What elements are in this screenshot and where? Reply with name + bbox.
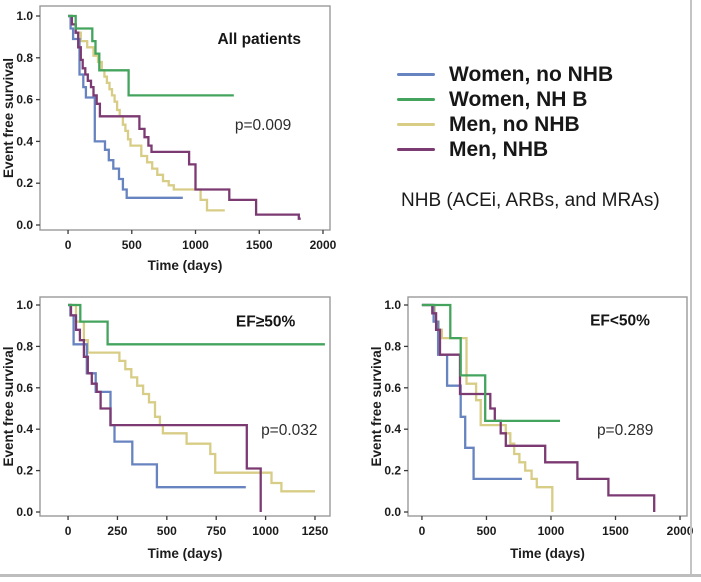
series-women_no_nhb — [421, 303, 522, 481]
x-tick-label: 500 — [476, 524, 496, 538]
y-tick-label: 0.8 — [384, 339, 401, 353]
p-value-label: p=0.289 — [597, 422, 653, 439]
series-men_nhb — [421, 303, 656, 512]
y-tick-label: 0.0 — [16, 505, 33, 519]
x-tick-label: 1000 — [182, 238, 209, 252]
x-tick-label: 1250 — [302, 524, 329, 538]
chart-title: EF≥50% — [236, 314, 296, 331]
x-axis-title: Time (days) — [148, 258, 223, 273]
x-tick-label: 750 — [206, 524, 226, 538]
legend-item-label: Men, NHB — [449, 137, 549, 161]
legend-item-label: Women, NH B — [449, 87, 588, 111]
series-men_no_nhb — [68, 14, 225, 212]
y-axis-title: Event free survival — [369, 346, 384, 466]
x-tick-label: 500 — [122, 238, 142, 252]
y-axis-title: Event free survival — [1, 346, 16, 466]
series-men_nhb — [68, 14, 301, 220]
series-women_nhb — [421, 303, 560, 423]
series-women_no_nhb — [68, 303, 246, 489]
y-tick-label: 1.0 — [16, 9, 33, 23]
y-tick-label: 1.0 — [384, 298, 401, 312]
legend-item: Men, NHB — [397, 137, 613, 162]
x-axis-title: Time (days) — [148, 546, 223, 561]
p-value-label: p=0.009 — [235, 117, 291, 134]
plot-border — [407, 296, 688, 517]
legend-item: Women, NH B — [397, 87, 613, 112]
plot-border — [39, 296, 331, 517]
series-women_nhb — [68, 303, 325, 346]
km-chart-all-patients: 0 500 1000 1500 2000 0.0 0.2 0.4 0.6 0.8 1.0 All pa… — [1, 5, 337, 273]
y-tick-label: 0.6 — [16, 93, 33, 107]
y-tick-label: 0.2 — [16, 176, 33, 190]
y-tick-label: 1.0 — [16, 298, 33, 312]
series-women_nhb — [68, 14, 234, 97]
legend-line-swatch — [397, 148, 435, 151]
y-tick-label: 0.2 — [16, 464, 33, 478]
y-tick-label: 0.8 — [16, 339, 33, 353]
legend-item-label: Men, no NHB — [449, 112, 580, 136]
series-men_no_nhb — [421, 303, 554, 512]
legend-item: Women, no NHB — [397, 62, 613, 87]
series-women_no_nhb — [68, 14, 183, 199]
figure-bottom-border — [0, 574, 701, 577]
legend-item-label: Women, no NHB — [449, 62, 614, 86]
x-tick-label: 2000 — [667, 524, 694, 538]
km-chart-ef-ge-50: 0 250 500 750 1000 1250 0.0 0.2 0.4 0.6 0.8 1.0 EF≥5… — [1, 296, 331, 561]
x-tick-label: 2000 — [310, 238, 337, 252]
y-tick-label: 0.0 — [16, 218, 33, 232]
y-tick-label: 0.6 — [16, 381, 33, 395]
x-tick-label: 0 — [65, 524, 72, 538]
y-tick-label: 0.2 — [384, 464, 401, 478]
legend-item: Men, no NHB — [397, 112, 613, 137]
legend-line-swatch — [397, 73, 435, 76]
x-tick-label: 0 — [419, 524, 426, 538]
km-chart-ef-lt-50: 0 500 1000 1500 2000 0.0 0.2 0.4 0.6 0.8 1.0 EF<50%… — [369, 296, 694, 561]
y-tick-label: 0.8 — [16, 51, 33, 65]
legend-line-swatch — [397, 98, 435, 101]
x-tick-label: 500 — [157, 524, 177, 538]
x-axis-title: Time (days) — [510, 546, 585, 561]
series-men_no_nhb — [68, 303, 315, 493]
nhb-abbreviation-note: NHB (ACEi, ARBs, and MRAs) — [401, 190, 660, 211]
y-tick-label: 0.4 — [16, 422, 33, 436]
p-value-label: p=0.032 — [261, 422, 317, 439]
legend-line-swatch — [397, 123, 435, 126]
series-men_nhb — [68, 303, 262, 512]
x-tick-label: 1500 — [246, 238, 273, 252]
x-tick-label: 1000 — [252, 524, 279, 538]
x-tick-label: 250 — [107, 524, 127, 538]
plot-border — [39, 5, 331, 231]
chart-title: All patients — [217, 31, 301, 48]
x-tick-label: 1000 — [538, 524, 565, 538]
chart-title: EF<50% — [590, 313, 650, 330]
y-tick-label: 0.4 — [384, 422, 401, 436]
x-tick-label: 0 — [65, 238, 72, 252]
figure-right-border — [690, 0, 692, 577]
legend: Women, no NHB Women, NH B Men, no NHB Men, … — [397, 62, 613, 162]
y-tick-label: 0.0 — [384, 505, 401, 519]
x-tick-label: 1500 — [602, 524, 629, 538]
y-tick-label: 0.6 — [384, 381, 401, 395]
y-axis-title: Event free survival — [1, 58, 16, 178]
y-tick-label: 0.4 — [16, 134, 33, 148]
